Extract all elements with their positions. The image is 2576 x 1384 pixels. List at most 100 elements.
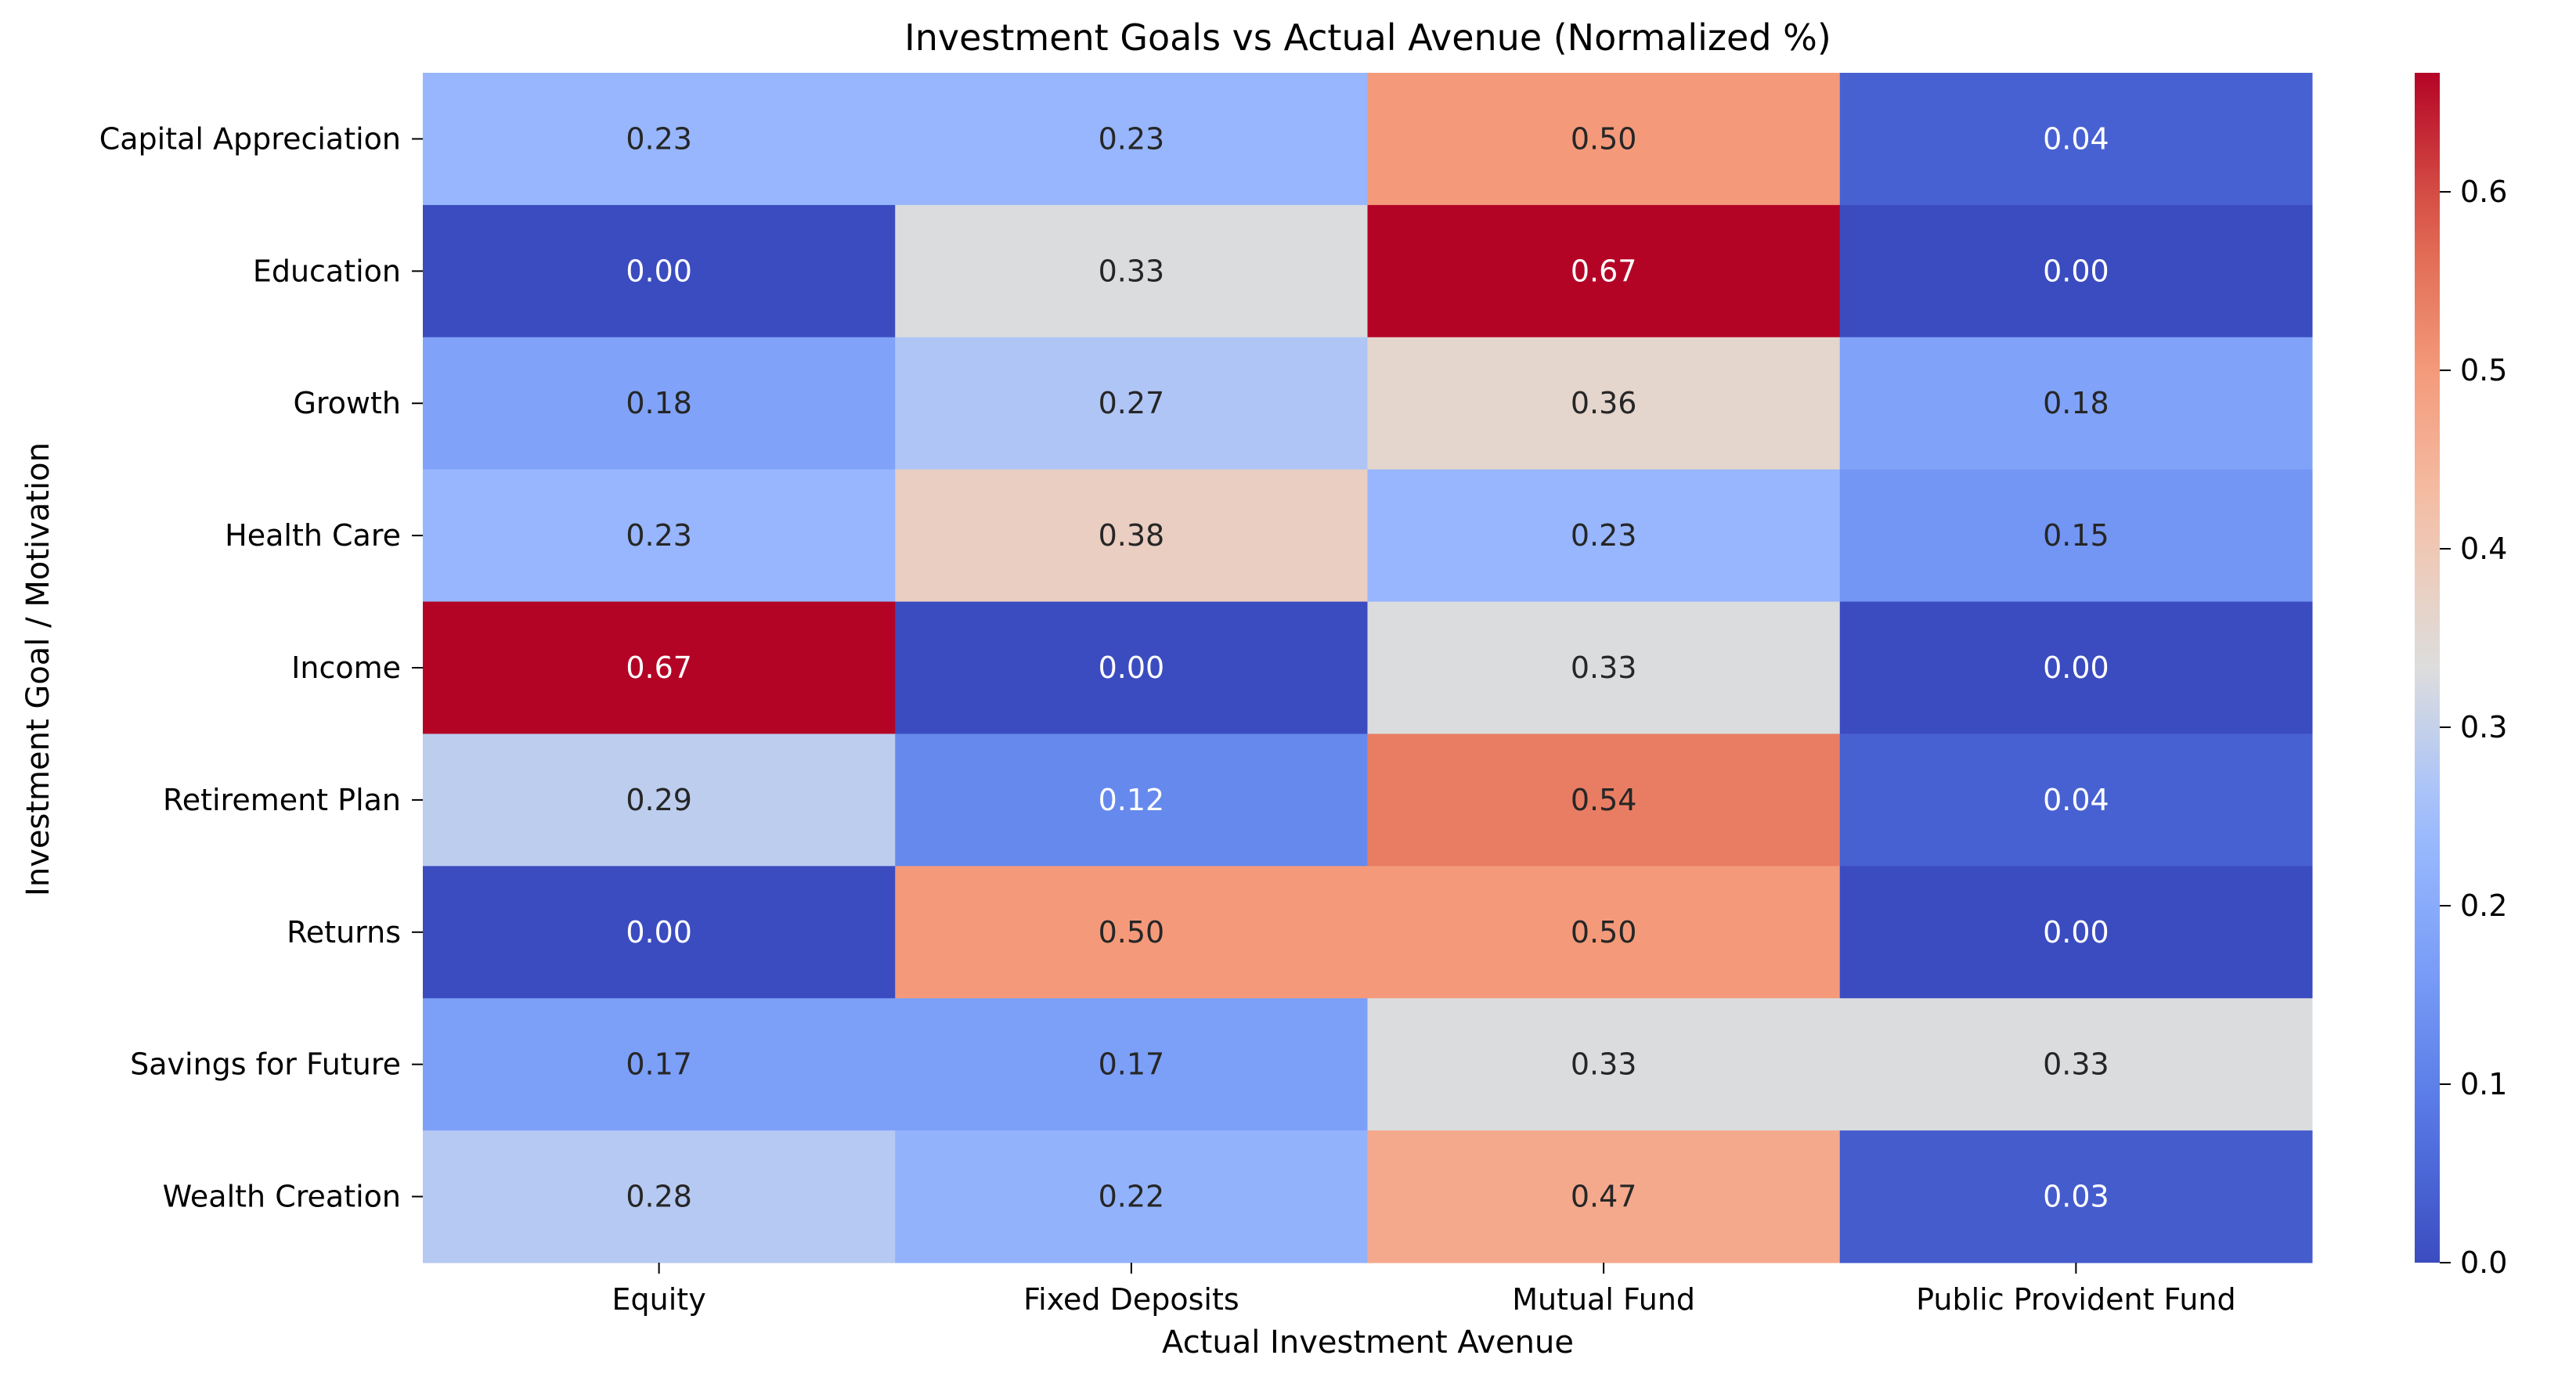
- column-tick-label: Fixed Deposits: [1023, 1282, 1239, 1317]
- heatmap-cell: [423, 866, 896, 999]
- heatmap-cell: [423, 337, 896, 470]
- heatmap-cell: [423, 733, 896, 867]
- row-tick-label: Capital Appreciation: [99, 121, 401, 156]
- heatmap-cell: [1839, 601, 2313, 734]
- cell-value-label: 0.67: [1571, 254, 1637, 288]
- heatmap-cell: [1367, 204, 1841, 338]
- column-tick-label: Equity: [612, 1282, 706, 1317]
- cell-value-label: 0.04: [2043, 121, 2109, 156]
- heatmap-cell: [1839, 73, 2313, 206]
- heatmap-cell: [423, 469, 896, 603]
- heatmap-cell: [423, 204, 896, 338]
- heatmap-cell: [895, 733, 1368, 867]
- colorbar-ticks: 0.0 0.1 0.2 0.3 0.4 0.5 0.6: [2440, 175, 2507, 1280]
- row-tick-label: Savings for Future: [130, 1047, 401, 1082]
- cell-value-label: 0.23: [626, 121, 692, 156]
- heatmap-cell: [423, 1130, 896, 1263]
- y-axis-label: Investment Goal / Motivation: [20, 442, 56, 896]
- cell-value-label: 0.50: [1571, 121, 1637, 156]
- heatmap-cell: [895, 469, 1368, 603]
- heatmap-cell: [1839, 337, 2313, 470]
- heatmap-cell: [895, 601, 1368, 734]
- cell-value-label: 0.00: [2043, 651, 2109, 685]
- column-tick-labels: Equity Fixed Deposits Mutual Fund Public Pr…: [612, 1263, 2236, 1317]
- cell-value-label: 0.33: [1571, 651, 1637, 685]
- cell-value-label: 0.67: [626, 651, 692, 685]
- cell-value-label: 0.22: [1099, 1180, 1165, 1214]
- cell-value-label: 0.23: [626, 518, 692, 553]
- heatmap-cell: [895, 204, 1368, 338]
- colorbar-tick-label: 0.5: [2460, 353, 2507, 387]
- cell-value-label: 0.04: [2043, 783, 2109, 817]
- row-tick-label: Income: [291, 651, 401, 685]
- row-tick-label: Education: [253, 254, 401, 288]
- cell-value-label: 0.00: [2043, 254, 2109, 288]
- heatmap-cell: [1839, 998, 2313, 1131]
- heatmap-cell: [423, 73, 896, 206]
- cell-value-label: 0.18: [2043, 386, 2109, 420]
- cell-value-label: 0.33: [2043, 1047, 2109, 1082]
- colorbar-tick-label: 0.6: [2460, 175, 2507, 209]
- cell-value-label: 0.00: [1099, 651, 1165, 685]
- cell-value-label: 0.17: [626, 1047, 692, 1082]
- row-tick-label: Returns: [287, 915, 401, 950]
- chart-title: Investment Goals vs Actual Avenue (Norma…: [904, 16, 1831, 59]
- column-tick-label: Public Provident Fund: [1916, 1282, 2236, 1317]
- cell-value-label: 0.36: [1571, 386, 1637, 420]
- heatmap-cell: [895, 866, 1368, 999]
- heatmap-cell: [423, 601, 896, 734]
- heatmap-cell: [1367, 866, 1841, 999]
- row-tick-labels: Capital Appreciation Education Growth Healt…: [99, 121, 423, 1214]
- heatmap-cell: [1367, 733, 1841, 867]
- heatmap-cell: [895, 73, 1368, 206]
- heatmap-cell: [1839, 733, 2313, 867]
- colorbar-tick-label: 0.3: [2460, 710, 2507, 744]
- cell-value-label: 0.23: [1099, 121, 1165, 156]
- heatmap-cells: [423, 73, 2313, 1263]
- cell-value-label: 0.17: [1099, 1047, 1165, 1082]
- colorbar-tick-label: 0.1: [2460, 1067, 2507, 1101]
- heatmap-cell: [1367, 469, 1841, 603]
- heatmap-cell: [1367, 337, 1841, 470]
- row-tick-label: Retirement Plan: [163, 783, 401, 817]
- cell-value-label: 0.47: [1571, 1180, 1637, 1214]
- cell-value-label: 0.28: [626, 1180, 692, 1214]
- heatmap-cell: [895, 337, 1368, 470]
- cell-value-label: 0.54: [1571, 783, 1637, 817]
- cell-value-labels: 0.23 0.23 0.50 0.04 0.00 0.33 0.67 0.00 0.18 0.27…: [626, 121, 2109, 1213]
- cell-value-label: 0.15: [2043, 518, 2109, 553]
- heatmap-cell: [1839, 204, 2313, 338]
- cell-value-label: 0.12: [1099, 783, 1165, 817]
- cell-value-label: 0.23: [1571, 518, 1637, 553]
- colorbar-gradient: [2415, 73, 2440, 1263]
- cell-value-label: 0.27: [1099, 386, 1165, 420]
- x-axis-label: Actual Investment Avenue: [1162, 1325, 1574, 1361]
- row-tick-label: Health Care: [225, 518, 401, 553]
- heatmap-cell: [1367, 73, 1841, 206]
- row-tick-label: Growth: [293, 386, 401, 420]
- colorbar: 0.0 0.1 0.2 0.3 0.4 0.5 0.6: [2415, 73, 2507, 1280]
- heatmap-cell: [1367, 601, 1841, 734]
- column-tick-label: Mutual Fund: [1512, 1282, 1695, 1317]
- cell-value-label: 0.29: [626, 783, 692, 817]
- cell-value-label: 0.50: [1571, 915, 1637, 950]
- heatmap-cell: [895, 1130, 1368, 1263]
- heatmap-cell: [1839, 469, 2313, 603]
- cell-value-label: 0.03: [2043, 1180, 2109, 1214]
- cell-value-label: 0.33: [1571, 1047, 1637, 1082]
- heatmap-cell: [1367, 1130, 1841, 1263]
- heatmap-cell: [1367, 998, 1841, 1131]
- heatmap-cell: [1839, 1130, 2313, 1263]
- heatmap-cell: [1839, 866, 2313, 999]
- cell-value-label: 0.18: [626, 386, 692, 420]
- colorbar-tick-label: 0.0: [2460, 1245, 2507, 1280]
- cell-value-label: 0.00: [626, 915, 692, 950]
- colorbar-tick-label: 0.2: [2460, 888, 2507, 923]
- heatmap-cell: [423, 998, 896, 1131]
- cell-value-label: 0.00: [626, 254, 692, 288]
- cell-value-label: 0.00: [2043, 915, 2109, 950]
- cell-value-label: 0.33: [1099, 254, 1165, 288]
- cell-value-label: 0.38: [1099, 518, 1165, 553]
